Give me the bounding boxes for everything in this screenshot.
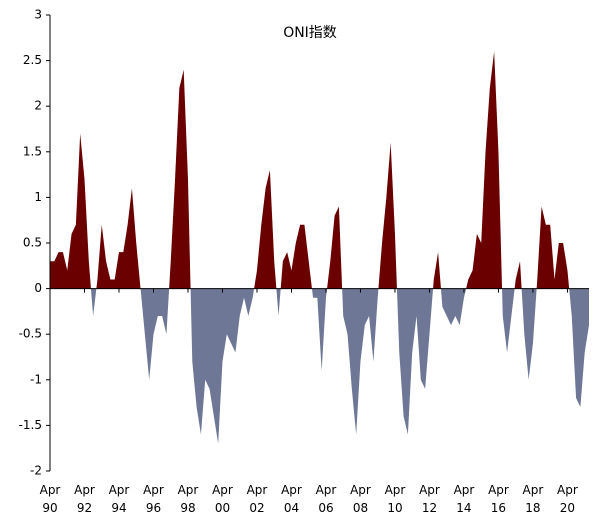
x-tick-label: Apr 06 xyxy=(316,483,337,515)
y-tick-label: 0.5 xyxy=(23,236,42,250)
x-tick-label: Apr 10 xyxy=(385,483,406,515)
x-tick-label: Apr 12 xyxy=(419,483,440,515)
y-tick-label: 2 xyxy=(34,99,42,113)
y-tick-label: 2.5 xyxy=(23,53,42,67)
x-tick-label: Apr 16 xyxy=(488,483,509,515)
x-tick-label: Apr 92 xyxy=(74,483,95,515)
y-tick-label: -2 xyxy=(30,464,42,478)
x-tick-label: Apr 02 xyxy=(247,483,268,515)
x-tick-label: Apr 08 xyxy=(350,483,371,515)
y-tick-label: -0.5 xyxy=(19,327,42,341)
x-tick-label: Apr 90 xyxy=(40,483,61,515)
area xyxy=(50,51,589,444)
x-tick-label: Apr 04 xyxy=(281,483,302,515)
x-tick-label: Apr 98 xyxy=(178,483,199,515)
y-tick-label: 1.5 xyxy=(23,144,42,158)
x-tick-label: Apr 14 xyxy=(454,483,475,515)
y-tick-label: 1 xyxy=(34,190,42,204)
x-tick-label: Apr 94 xyxy=(109,483,130,515)
y-tick-label: 0 xyxy=(34,281,42,295)
y-tick-label: -1 xyxy=(30,372,42,386)
x-tick-label: Apr 00 xyxy=(212,483,233,515)
x-tick-label: Apr 96 xyxy=(143,483,164,515)
x-tick-label: Apr 20 xyxy=(557,483,578,515)
y-tick-label: 3 xyxy=(34,8,42,22)
x-tick-label: Apr 18 xyxy=(523,483,544,515)
chart-title: ONI指数 xyxy=(283,25,337,41)
y-tick-label: -1.5 xyxy=(19,418,42,432)
